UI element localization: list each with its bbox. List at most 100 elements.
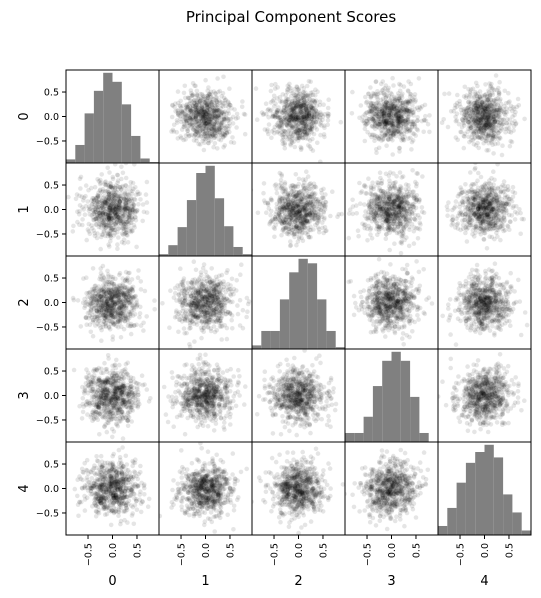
scatter-point — [396, 210, 401, 216]
scatter-point — [205, 133, 211, 139]
scatter-point — [381, 209, 386, 214]
scatter-point — [301, 116, 307, 121]
scatter-point — [509, 120, 515, 126]
scatter-point — [205, 111, 211, 116]
scatter-point — [387, 192, 393, 197]
scatter-point — [203, 124, 208, 129]
scatter-point — [371, 186, 376, 192]
scatter-point — [383, 171, 389, 177]
scatter-point — [407, 128, 413, 134]
scatter-point — [190, 106, 195, 112]
scatter-point — [503, 112, 508, 118]
scatter-point — [376, 225, 382, 230]
scatter-point — [394, 221, 399, 227]
scatter-point — [106, 217, 112, 223]
scatter-point — [479, 101, 485, 106]
scatter-point — [108, 235, 114, 240]
scatter-point — [290, 90, 295, 96]
scatter-point — [326, 97, 332, 102]
scatter-point — [396, 203, 402, 209]
scatter-point — [283, 205, 289, 210]
scatter-point — [480, 105, 486, 110]
scatter-point — [290, 193, 296, 198]
scatter-point — [386, 227, 392, 232]
scatter-point — [305, 92, 311, 98]
scatter-point — [191, 112, 196, 117]
scatter-point — [496, 85, 501, 91]
scatter-point — [399, 195, 405, 201]
scatter-point — [321, 209, 326, 214]
scatter-point — [293, 124, 299, 130]
scatter-point — [197, 113, 202, 118]
scatter-point — [468, 101, 474, 106]
scatter-point — [290, 107, 295, 113]
scatter-point — [289, 138, 295, 144]
scatter-point — [391, 123, 397, 129]
scatter-point — [398, 219, 404, 224]
scatter-point — [91, 198, 96, 204]
scatter-point — [100, 202, 106, 207]
scatter-point — [100, 212, 106, 218]
scatter-point — [490, 108, 495, 114]
scatter-point — [128, 229, 134, 235]
scatter-point — [401, 100, 406, 105]
scatter-point — [411, 204, 416, 210]
scatter-point — [382, 204, 387, 209]
scatter-point — [294, 128, 300, 133]
scatter-point — [380, 113, 386, 119]
scatter-point — [97, 213, 103, 218]
scatter-point — [375, 232, 380, 238]
scatter-point — [101, 200, 107, 205]
scatter-point — [469, 121, 475, 126]
scatter-point — [313, 119, 319, 125]
scatter-point — [303, 109, 308, 115]
scatter-point — [297, 135, 303, 140]
scatter-point — [488, 125, 494, 131]
scatter-point — [106, 210, 111, 215]
scatter-point — [123, 200, 129, 206]
scatter-point — [307, 101, 313, 106]
scatter-point — [214, 126, 220, 131]
scatter-point — [403, 217, 409, 222]
scatter-point — [293, 207, 298, 213]
scatter-point — [206, 105, 212, 110]
scatter-point — [405, 100, 411, 105]
scatter-point — [455, 137, 461, 143]
scatter-point — [400, 102, 406, 107]
scatter-point — [150, 120, 155, 125]
scatter-point — [288, 207, 294, 213]
scatter-point — [486, 98, 491, 103]
scatter-point — [204, 102, 209, 107]
scatter-point — [109, 184, 114, 189]
scatter-point — [98, 246, 103, 252]
scatter-point — [491, 123, 496, 129]
scatter-point — [121, 217, 126, 222]
scatter-point — [196, 125, 201, 131]
scatter-point — [378, 194, 383, 200]
scatter-point — [293, 211, 299, 216]
scatter-point — [295, 196, 301, 201]
scatter-point — [489, 128, 495, 134]
scatter-point — [126, 214, 132, 219]
scatter-point — [217, 98, 222, 103]
scatter-point — [297, 117, 302, 123]
scatter-point — [221, 119, 227, 124]
scatter-point — [489, 128, 494, 133]
scatter-point — [297, 208, 303, 214]
scatter-point — [275, 110, 280, 116]
scatter-point — [295, 216, 300, 221]
scatter-point — [395, 197, 401, 203]
scatter-point — [417, 227, 423, 232]
scatter-point — [317, 115, 323, 121]
scatter-point — [297, 192, 302, 198]
scatter-point — [300, 105, 306, 111]
scatter-point — [489, 126, 495, 131]
scatter-point — [388, 189, 393, 194]
scatter-point — [454, 111, 460, 116]
scatter-point — [288, 222, 294, 228]
scatter-point — [297, 189, 302, 195]
scatter-point — [198, 133, 204, 139]
scatter-point — [296, 101, 301, 107]
scatter-point — [303, 107, 309, 113]
scatter-point — [386, 204, 392, 209]
